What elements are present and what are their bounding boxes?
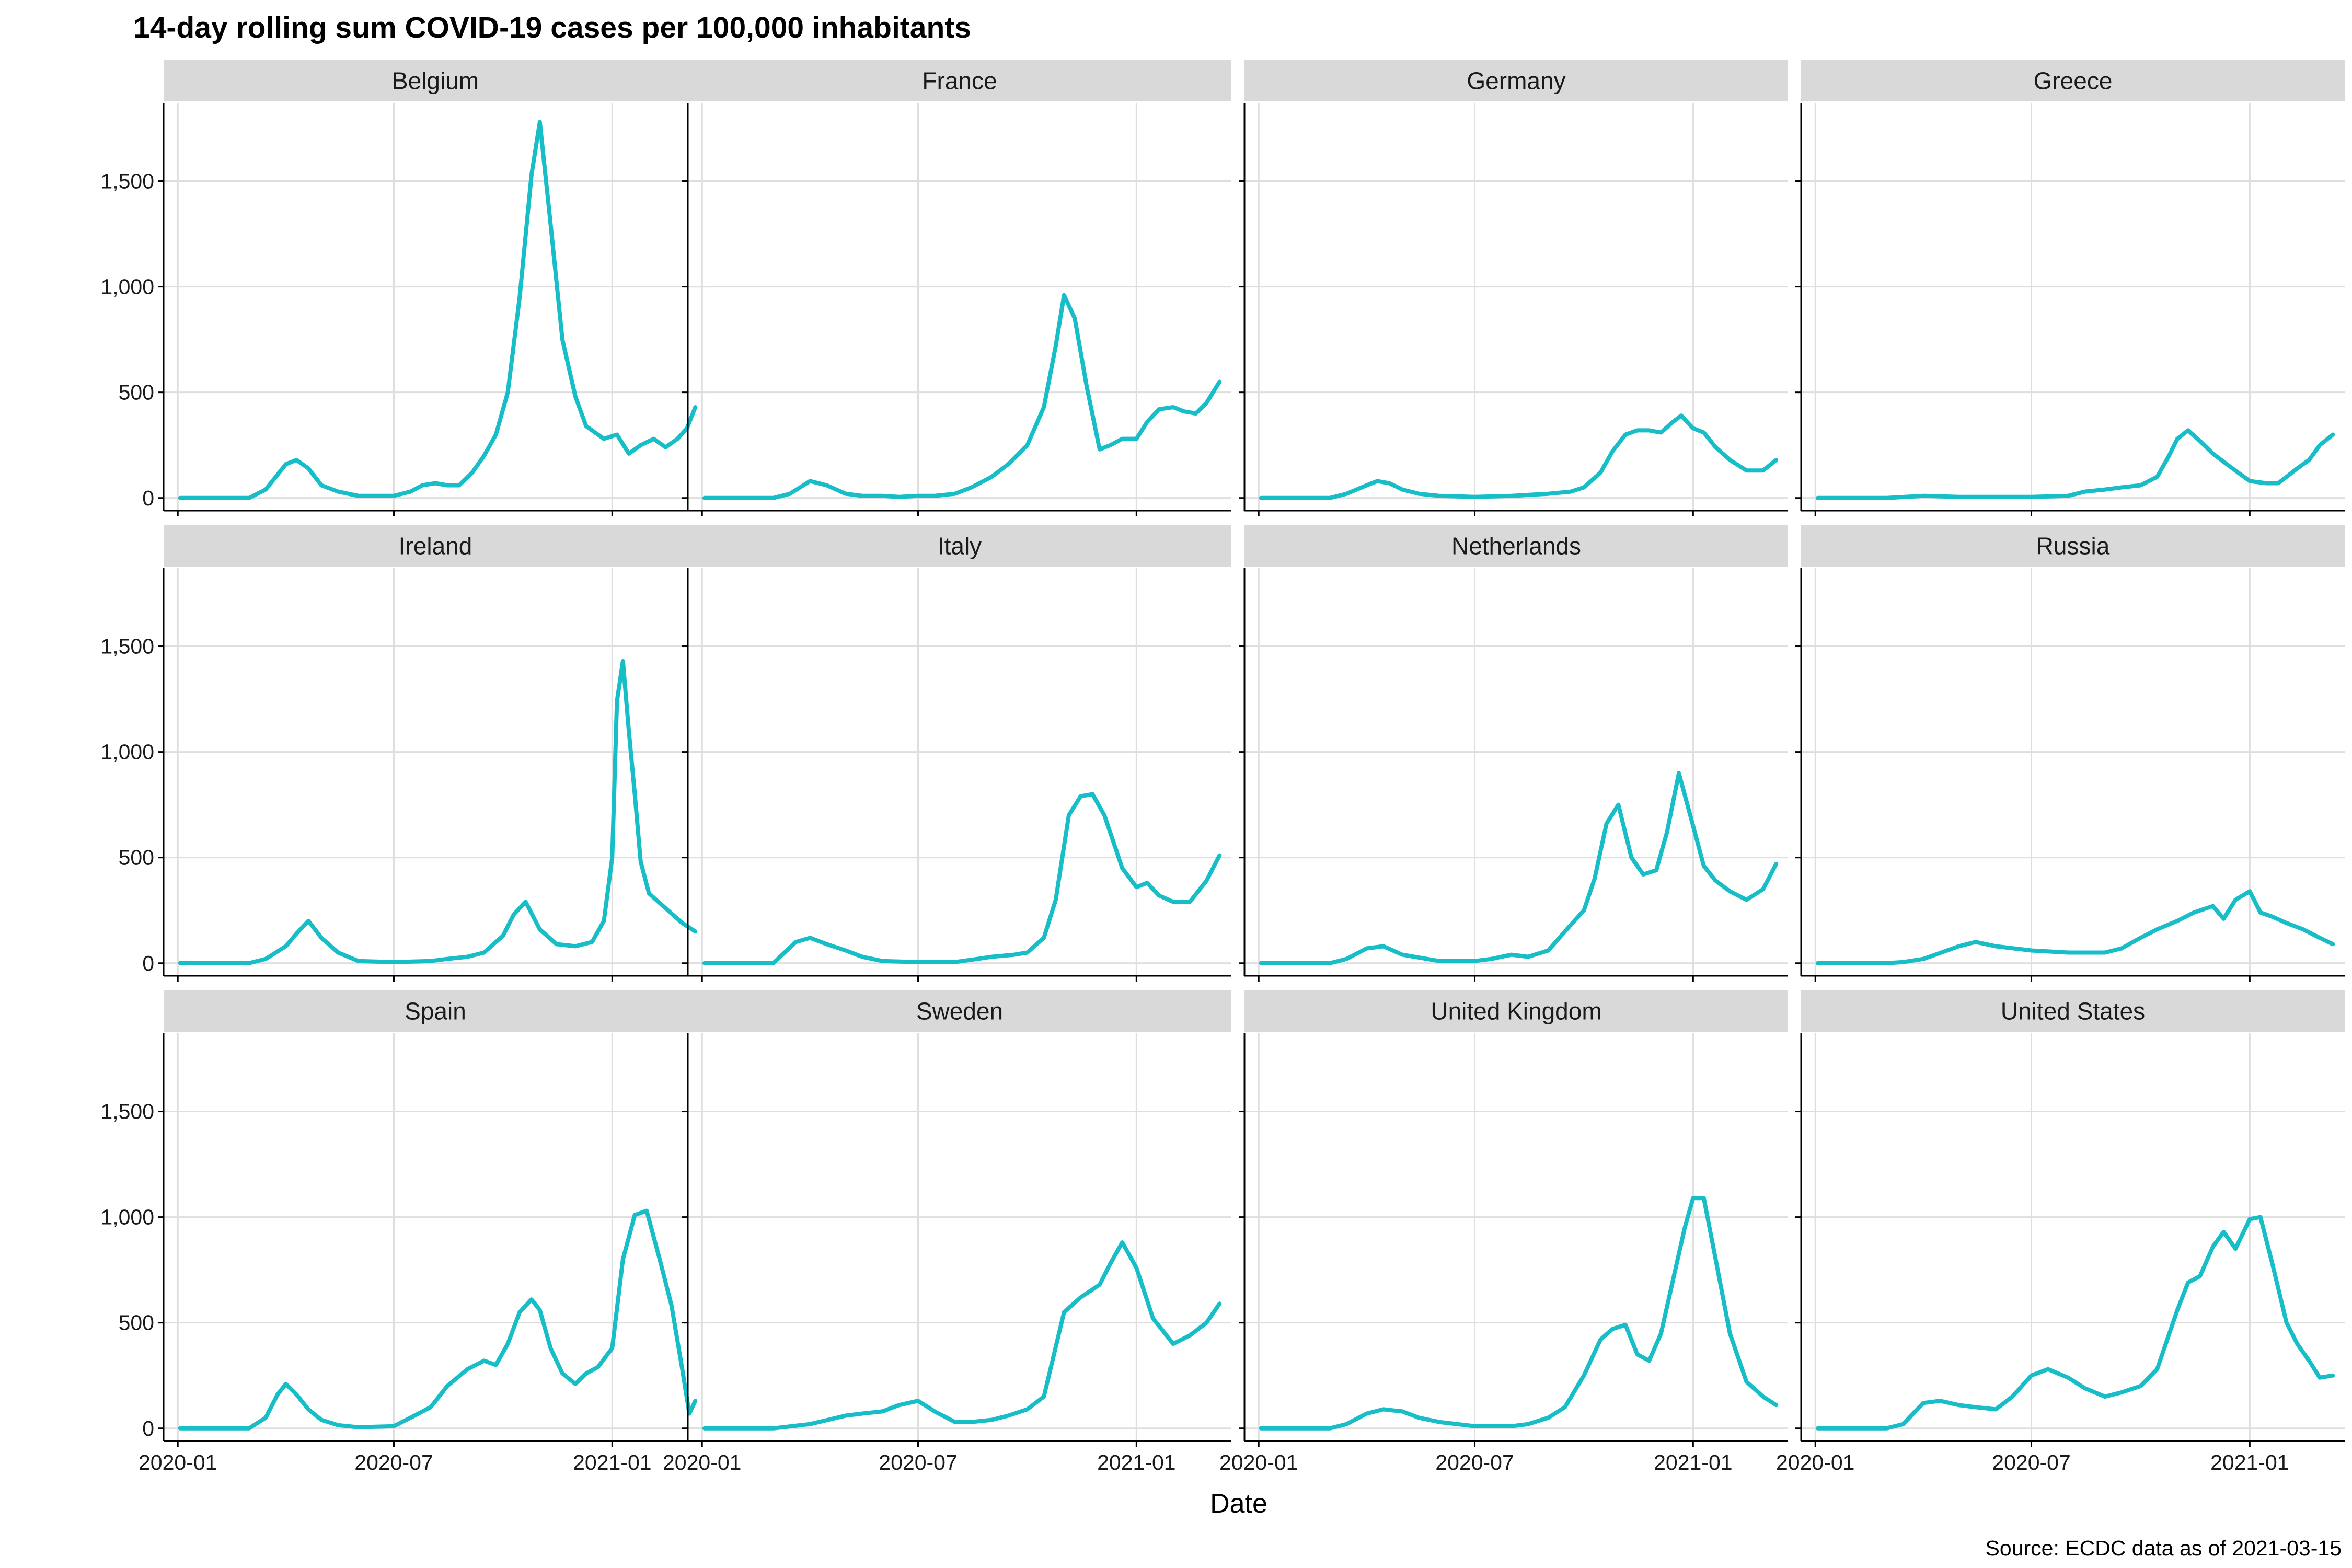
x-tick-label: 2020-01	[1776, 1450, 1854, 1474]
x-tick-label: 2020-07	[1992, 1450, 2070, 1474]
x-axis-title: Date	[1210, 1489, 1267, 1519]
facet-strip	[164, 990, 707, 1032]
series-line	[1815, 889, 2335, 965]
series-line	[702, 293, 1222, 500]
y-tick-label: 1,500	[100, 169, 154, 193]
x-tick-label: 2020-07	[879, 1450, 957, 1474]
facet-strip	[1244, 60, 1788, 101]
chart-title: 14-day rolling sum COVID-19 cases per 10…	[133, 11, 971, 44]
x-tick-label: 2021-01	[573, 1450, 651, 1474]
x-tick-label: 2021-01	[1654, 1450, 1732, 1474]
series-line	[178, 1208, 698, 1431]
series-line	[1815, 428, 2335, 500]
chart-caption: Source: ECDC data as of 2021-03-15	[1986, 1536, 2342, 1560]
facet-strip-label: Spain	[405, 998, 466, 1025]
facet-strip-label: United States	[2001, 998, 2145, 1025]
facet-panel: Spain 0 500 1,000 1,500 2020-01 2020-07 2021-01	[100, 990, 707, 1474]
facet-strip	[688, 60, 1231, 101]
x-tick-label: 2020-07	[1435, 1450, 1514, 1474]
y-tick-label: 0	[142, 951, 154, 975]
facet-strip-label: Belgium	[392, 67, 479, 95]
y-tick-label: 1,500	[100, 635, 154, 659]
facet-panel: France	[682, 60, 1231, 516]
facet-strip-label: France	[922, 67, 997, 95]
y-tick-label: 0	[142, 1416, 154, 1440]
y-tick-label: 0	[142, 486, 154, 510]
y-tick-label: 1,000	[100, 275, 154, 299]
facet-strip-label: Russia	[2036, 533, 2110, 560]
series-line	[178, 659, 698, 965]
x-tick-label: 2020-07	[354, 1450, 433, 1474]
facet-strip-label: Netherlands	[1451, 533, 1581, 560]
facet-strip-label: Italy	[938, 533, 982, 560]
series-line	[1815, 1215, 2335, 1431]
series-line	[178, 120, 698, 500]
facet-strip	[688, 990, 1231, 1032]
facet-panel: United States 2020-01 2020-07 2021-01	[1776, 990, 2345, 1474]
y-tick-label: 1,000	[100, 740, 154, 764]
y-tick-label: 500	[119, 846, 154, 870]
facet-strip-label: Ireland	[399, 533, 472, 560]
facet-panel: Netherlands	[1239, 525, 1788, 982]
y-tick-label: 1,500	[100, 1100, 154, 1124]
facet-panel: Italy	[682, 525, 1231, 982]
y-tick-label: 500	[119, 381, 154, 405]
facet-strip	[164, 60, 707, 101]
facet-strip	[1801, 60, 2345, 101]
facet-panel: Greece	[1795, 60, 2345, 516]
facet-panel: Germany	[1239, 60, 1788, 516]
facet-panel: Belgium 0 500 1,000 1,500	[100, 60, 707, 516]
facet-strip-label: Greece	[2034, 67, 2113, 95]
facet-strip-label: Germany	[1467, 67, 1565, 95]
facet-panel: Russia	[1795, 525, 2345, 982]
facet-strip	[1244, 525, 1788, 567]
y-tick-label: 500	[119, 1311, 154, 1335]
x-tick-label: 2021-01	[2210, 1450, 2289, 1474]
facet-panel: United Kingdom 2020-01 2020-07 2021-01	[1219, 990, 1788, 1474]
facet-strip	[1801, 990, 2345, 1032]
series-line	[1259, 771, 1779, 965]
facet-panel: Ireland 0 500 1,000 1,500	[100, 525, 707, 982]
y-tick-label: 1,000	[100, 1205, 154, 1229]
facet-strip	[1801, 525, 2345, 567]
facet-strip-label: United Kingdom	[1431, 998, 1601, 1025]
series-line	[1259, 1196, 1779, 1431]
x-tick-label: 2020-01	[139, 1450, 217, 1474]
series-line	[702, 1240, 1222, 1431]
series-line	[1259, 413, 1779, 500]
x-tick-label: 2020-01	[1219, 1450, 1298, 1474]
facet-panels: Belgium 0 500 1,000 1,500 France Germany Greece…	[100, 60, 2345, 1474]
facet-strip	[688, 525, 1231, 567]
facet-strip-label: Sweden	[916, 998, 1003, 1025]
facet-strip	[1244, 990, 1788, 1032]
x-tick-label: 2021-01	[1097, 1450, 1175, 1474]
facet-panel: Sweden 2020-01 2020-07 2021-01	[663, 990, 1231, 1474]
x-tick-label: 2020-01	[663, 1450, 741, 1474]
series-line	[702, 792, 1222, 965]
facet-strip	[164, 525, 707, 567]
